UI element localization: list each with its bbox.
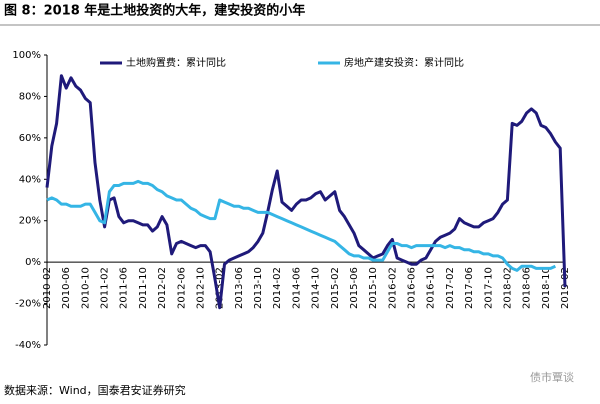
- x-tick-label: 2019-02: [560, 267, 571, 309]
- x-tick-label: 2016-02: [387, 267, 398, 309]
- y-tick-label: 60%: [19, 133, 41, 144]
- series-line: [45, 74, 567, 310]
- x-tick-label: 2018-10: [541, 267, 552, 309]
- series-line: [46, 179, 557, 272]
- x-tick-label: 2016-10: [426, 267, 437, 309]
- y-tick-label: -40%: [15, 340, 41, 351]
- x-tick-label: 2015-10: [368, 267, 379, 309]
- x-tick-label: 2017-02: [445, 267, 456, 309]
- x-tick-label: 2013-02: [215, 267, 226, 309]
- x-tick-label: 2012-02: [157, 267, 168, 309]
- y-tick-label: 40%: [19, 174, 41, 185]
- x-tick-label: 2014-02: [272, 267, 283, 309]
- legend-label: 土地购置费：累计同比: [126, 56, 226, 69]
- x-tick-label: 2014-10: [311, 267, 322, 309]
- x-tick-label: 2011-10: [138, 267, 149, 309]
- chart-title: 图 8：2018 年是土地投资的大年，建安投资的小年: [4, 3, 305, 19]
- x-tick-label: 2010-10: [80, 267, 91, 309]
- x-tick-label: 2015-02: [330, 267, 341, 309]
- y-tick-label: 80%: [19, 91, 41, 102]
- x-tick-label: 2017-06: [464, 267, 475, 309]
- y-tick-label: 0%: [25, 257, 41, 268]
- x-tick-label: 2011-02: [100, 267, 111, 309]
- y-tick-label: 100%: [12, 50, 41, 61]
- x-tick-label: 2018-06: [522, 267, 533, 309]
- y-tick-label: -20%: [15, 299, 41, 310]
- x-tick-label: 2014-06: [291, 267, 302, 309]
- x-tick-label: 2010-06: [61, 267, 72, 309]
- x-tick-label: 2016-06: [407, 267, 418, 309]
- x-tick-label: 2017-10: [483, 267, 494, 309]
- x-tick-label: 2018-02: [502, 267, 513, 309]
- x-tick-label: 2015-06: [349, 267, 360, 309]
- legend-label: 房地产建安投资：累计同比: [344, 56, 464, 69]
- x-tick-label: 2011-06: [119, 267, 130, 309]
- watermark: 债市覃谈: [530, 370, 574, 384]
- x-tick-label: 2012-06: [176, 267, 187, 309]
- source: 数据来源：Wind，国泰君安证券研究: [4, 383, 186, 397]
- y-tick-label: 20%: [19, 216, 41, 227]
- x-tick-label: 2013-10: [253, 267, 264, 309]
- x-tick-label: 2010-02: [42, 267, 53, 309]
- x-tick-label: 2012-10: [195, 267, 206, 309]
- x-tick-label: 2013-06: [234, 267, 245, 309]
